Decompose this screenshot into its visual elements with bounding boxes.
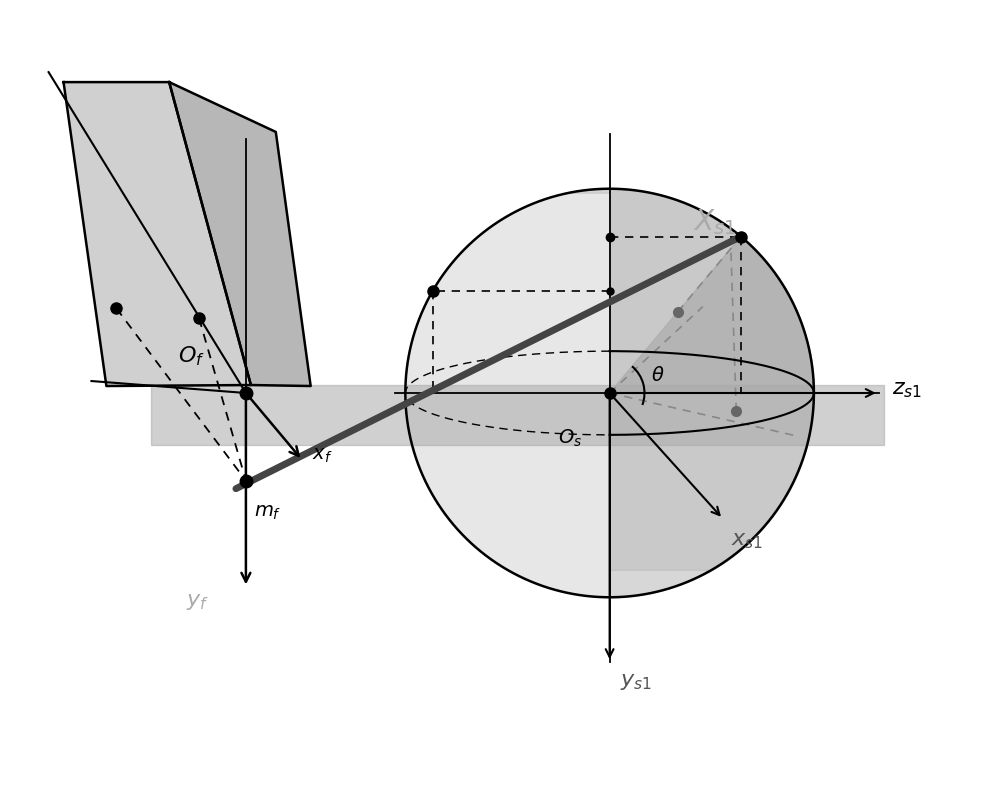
Text: $O_s$: $O_s$	[558, 428, 582, 449]
Text: $y_{s1}$: $y_{s1}$	[620, 672, 652, 692]
Text: $y_f$: $y_f$	[186, 593, 209, 612]
Text: $X_{s1}$: $X_{s1}$	[693, 207, 736, 237]
Text: $\theta$: $\theta$	[651, 366, 665, 385]
Text: $x_f$: $x_f$	[312, 446, 333, 465]
Polygon shape	[151, 385, 884, 445]
Text: $z_{s1}$: $z_{s1}$	[892, 380, 922, 400]
Polygon shape	[64, 82, 251, 386]
Text: $O_f$: $O_f$	[178, 344, 205, 368]
Polygon shape	[405, 189, 814, 597]
Polygon shape	[169, 82, 311, 386]
Polygon shape	[610, 237, 814, 393]
Text: $x_{s1}$: $x_{s1}$	[731, 531, 763, 551]
Text: $m_f$: $m_f$	[254, 502, 281, 522]
